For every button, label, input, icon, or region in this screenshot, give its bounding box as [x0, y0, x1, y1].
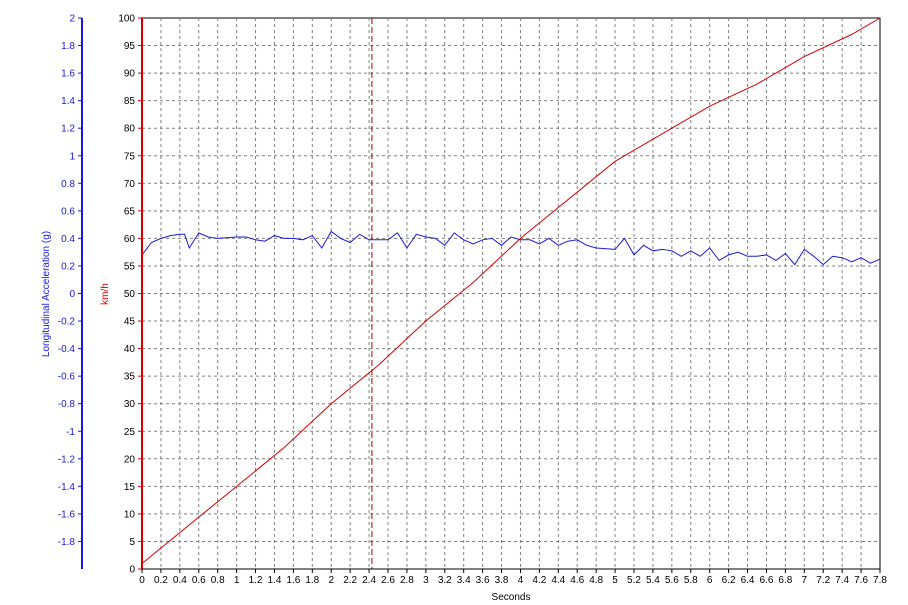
x-tick-label: 3.2 [438, 575, 452, 586]
x-tick-label: 4.2 [532, 575, 546, 586]
x-tick-label: 7.6 [854, 575, 868, 586]
x-tick-label: 7 [802, 575, 808, 586]
speed-tick-label: 60 [124, 234, 136, 245]
speed-tick-label: 80 [124, 124, 136, 135]
x-tick-label: 5 [612, 575, 618, 586]
accel-tick-label: -1.6 [58, 509, 76, 520]
grid [142, 18, 880, 569]
x-tick-label: 3 [423, 575, 429, 586]
x-tick-label: 5.4 [646, 575, 660, 586]
speed-tick-label: 70 [124, 179, 136, 190]
x-tick-label: 6.6 [760, 575, 774, 586]
accel-tick-label: 0.4 [61, 234, 75, 245]
x-tick-label: 3.6 [476, 575, 490, 586]
x-tick-label: 1.8 [305, 575, 319, 586]
accel-tick-label: -0.8 [58, 399, 76, 410]
x-tick-label: 2.4 [362, 575, 376, 586]
x-tick-label: 1 [234, 575, 240, 586]
x-tick-label: 1.4 [268, 575, 282, 586]
accel-tick-label: 2 [69, 14, 75, 25]
accel-tick-label: 0.8 [61, 179, 75, 190]
x-tick-label: 1.6 [286, 575, 300, 586]
x-tick-label: 5.6 [665, 575, 679, 586]
accel-tick-label: 0 [69, 289, 75, 300]
x-tick-label: 6.2 [722, 575, 736, 586]
accel-tick-label: 0.2 [61, 261, 75, 272]
accel-tick-label: -1.2 [58, 454, 76, 465]
x-tick-label: 5.8 [684, 575, 698, 586]
speed-tick-label: 100 [118, 14, 135, 25]
speed-axis: 0 5 10 15 20 25 30 35 40 45 50 55 60 65 70 75 80 85 90 95 10… [118, 14, 143, 576]
x-tick-label: 7.2 [816, 575, 830, 586]
x-tick-label: 3.4 [457, 575, 471, 586]
speed-tick-label: 45 [124, 317, 136, 328]
accel-tick-label: -0.4 [58, 344, 76, 355]
accel-tick-label: 1.2 [61, 124, 75, 135]
x-tick-label: 3.8 [495, 575, 509, 586]
speed-tick-label: 40 [124, 344, 136, 355]
speed-series-line [141, 17, 881, 564]
speed-tick-label: 85 [124, 96, 136, 107]
speed-tick-label: 25 [124, 427, 136, 438]
speed-tick-label: 95 [124, 41, 136, 52]
x-tick-label: 0.2 [154, 575, 168, 586]
x-tick-label: 4 [518, 575, 524, 586]
x-tick-label: 4.6 [570, 575, 584, 586]
x-tick-label: 2.6 [381, 575, 395, 586]
accel-tick-label: 1 [69, 151, 75, 162]
accel-tick-label: -0.6 [58, 372, 76, 383]
x-tick-label: 2 [328, 575, 334, 586]
x-tick-label: 4.4 [551, 575, 565, 586]
accel-axis: 2 1.8 1.6 1.4 1.2 1 0.8 0.6 0.4 0.2 0 -0.2 -0.4 -0.6 -… [58, 14, 83, 569]
x-tick-label: 0 [139, 575, 145, 586]
accel-tick-label: 1.8 [61, 41, 75, 52]
speed-tick-label: 20 [124, 454, 136, 465]
speed-tick-label: 0 [129, 565, 135, 576]
accel-tick-label: 0.6 [61, 206, 75, 217]
accel-tick-label: -1.4 [58, 482, 76, 493]
x-tick-label: 7.4 [835, 575, 849, 586]
speed-tick-label: 90 [124, 69, 136, 80]
x-tick-label: 2.8 [400, 575, 414, 586]
x-tick-label: 4.8 [589, 575, 603, 586]
accel-tick-label: -0.2 [58, 317, 76, 328]
speed-tick-label: 75 [124, 151, 136, 162]
x-tick-label: 0.4 [173, 575, 187, 586]
speed-tick-label: 55 [124, 261, 136, 272]
speed-tick-label: 5 [129, 537, 135, 548]
x-axis: 0 0.2 0.4 0.6 0.8 1 1.2 1.4 1.6 1.8 2 2.2 2.4 2.6 2.8 3… [139, 568, 887, 586]
accel-tick-label: -1 [66, 427, 75, 438]
accel-tick-label: 1.4 [61, 96, 75, 107]
speed-tick-label: 30 [124, 399, 136, 410]
accel-tick-label: -1.8 [58, 537, 76, 548]
x-tick-label: 2.2 [343, 575, 357, 586]
x-tick-label: 1.2 [249, 575, 263, 586]
speed-axis-label: km/h [100, 283, 111, 305]
speed-tick-label: 65 [124, 206, 136, 217]
accel-series-line [141, 230, 881, 266]
speed-tick-label: 15 [124, 482, 136, 493]
x-axis-label: Seconds [492, 592, 531, 603]
x-tick-label: 7.8 [873, 575, 887, 586]
series-group [141, 17, 881, 564]
x-tick-label: 6.4 [741, 575, 755, 586]
accel-axis-label: Longitudinal Acceleration (g) [41, 231, 52, 357]
accel-tick-label: 1.6 [61, 69, 75, 80]
x-tick-label: 5.2 [627, 575, 641, 586]
speed-tick-label: 35 [124, 372, 136, 383]
x-tick-label: 0.8 [211, 575, 225, 586]
x-tick-label: 0.6 [192, 575, 206, 586]
x-tick-label: 6.8 [778, 575, 792, 586]
x-tick-label: 6 [707, 575, 713, 586]
speed-tick-label: 10 [124, 509, 136, 520]
speed-tick-label: 50 [124, 289, 136, 300]
